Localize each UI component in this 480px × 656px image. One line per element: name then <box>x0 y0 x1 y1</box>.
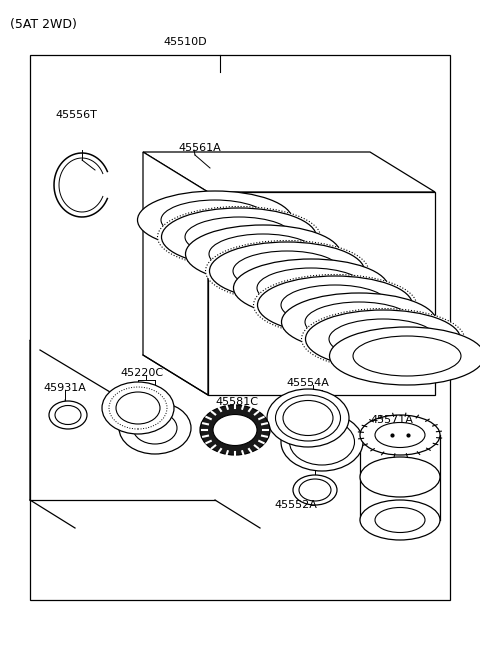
Ellipse shape <box>375 508 425 533</box>
Ellipse shape <box>157 207 321 268</box>
Ellipse shape <box>185 217 293 257</box>
Polygon shape <box>40 82 115 395</box>
Ellipse shape <box>185 225 340 283</box>
Text: 45554A: 45554A <box>286 378 329 388</box>
Ellipse shape <box>257 276 412 334</box>
Ellipse shape <box>375 422 425 447</box>
Text: 45581C: 45581C <box>215 397 258 407</box>
Ellipse shape <box>55 405 81 424</box>
Ellipse shape <box>116 392 160 424</box>
Ellipse shape <box>299 479 331 501</box>
Text: (5AT 2WD): (5AT 2WD) <box>10 18 77 31</box>
Polygon shape <box>115 130 445 395</box>
Ellipse shape <box>253 274 417 335</box>
Ellipse shape <box>360 415 440 455</box>
Ellipse shape <box>200 405 270 455</box>
Ellipse shape <box>161 200 269 240</box>
Ellipse shape <box>102 382 174 434</box>
Polygon shape <box>75 368 260 528</box>
Ellipse shape <box>213 415 257 445</box>
Ellipse shape <box>49 401 87 429</box>
Ellipse shape <box>329 327 480 385</box>
Ellipse shape <box>329 319 437 359</box>
Polygon shape <box>143 152 435 192</box>
Ellipse shape <box>276 395 340 441</box>
Ellipse shape <box>289 419 355 465</box>
Text: 45931A: 45931A <box>43 383 86 393</box>
Text: 45220C: 45220C <box>120 368 163 378</box>
Text: 45561A: 45561A <box>178 143 221 153</box>
Text: 45510D: 45510D <box>163 37 207 47</box>
Ellipse shape <box>233 259 388 317</box>
Ellipse shape <box>353 336 461 376</box>
Ellipse shape <box>283 401 333 436</box>
Ellipse shape <box>257 268 365 308</box>
Ellipse shape <box>161 208 316 266</box>
Polygon shape <box>40 82 445 130</box>
Text: 45571A: 45571A <box>370 415 413 425</box>
Polygon shape <box>30 55 450 600</box>
Ellipse shape <box>301 308 465 369</box>
Text: 45556T: 45556T <box>55 110 97 120</box>
Ellipse shape <box>209 242 364 300</box>
Ellipse shape <box>137 191 292 249</box>
Ellipse shape <box>267 389 349 447</box>
Text: 45552A: 45552A <box>275 500 317 510</box>
Polygon shape <box>215 340 260 528</box>
Ellipse shape <box>305 302 413 342</box>
Ellipse shape <box>281 285 389 325</box>
Ellipse shape <box>293 475 337 505</box>
Polygon shape <box>143 152 208 395</box>
Polygon shape <box>30 340 260 368</box>
Ellipse shape <box>360 500 440 540</box>
Polygon shape <box>208 192 435 395</box>
Ellipse shape <box>360 457 440 497</box>
Ellipse shape <box>205 241 369 302</box>
Ellipse shape <box>281 293 436 351</box>
Ellipse shape <box>119 402 191 454</box>
Ellipse shape <box>133 412 177 444</box>
Ellipse shape <box>209 234 317 274</box>
Ellipse shape <box>305 310 460 368</box>
Ellipse shape <box>281 413 363 471</box>
Ellipse shape <box>233 251 341 291</box>
Polygon shape <box>30 340 75 528</box>
Ellipse shape <box>109 387 167 429</box>
